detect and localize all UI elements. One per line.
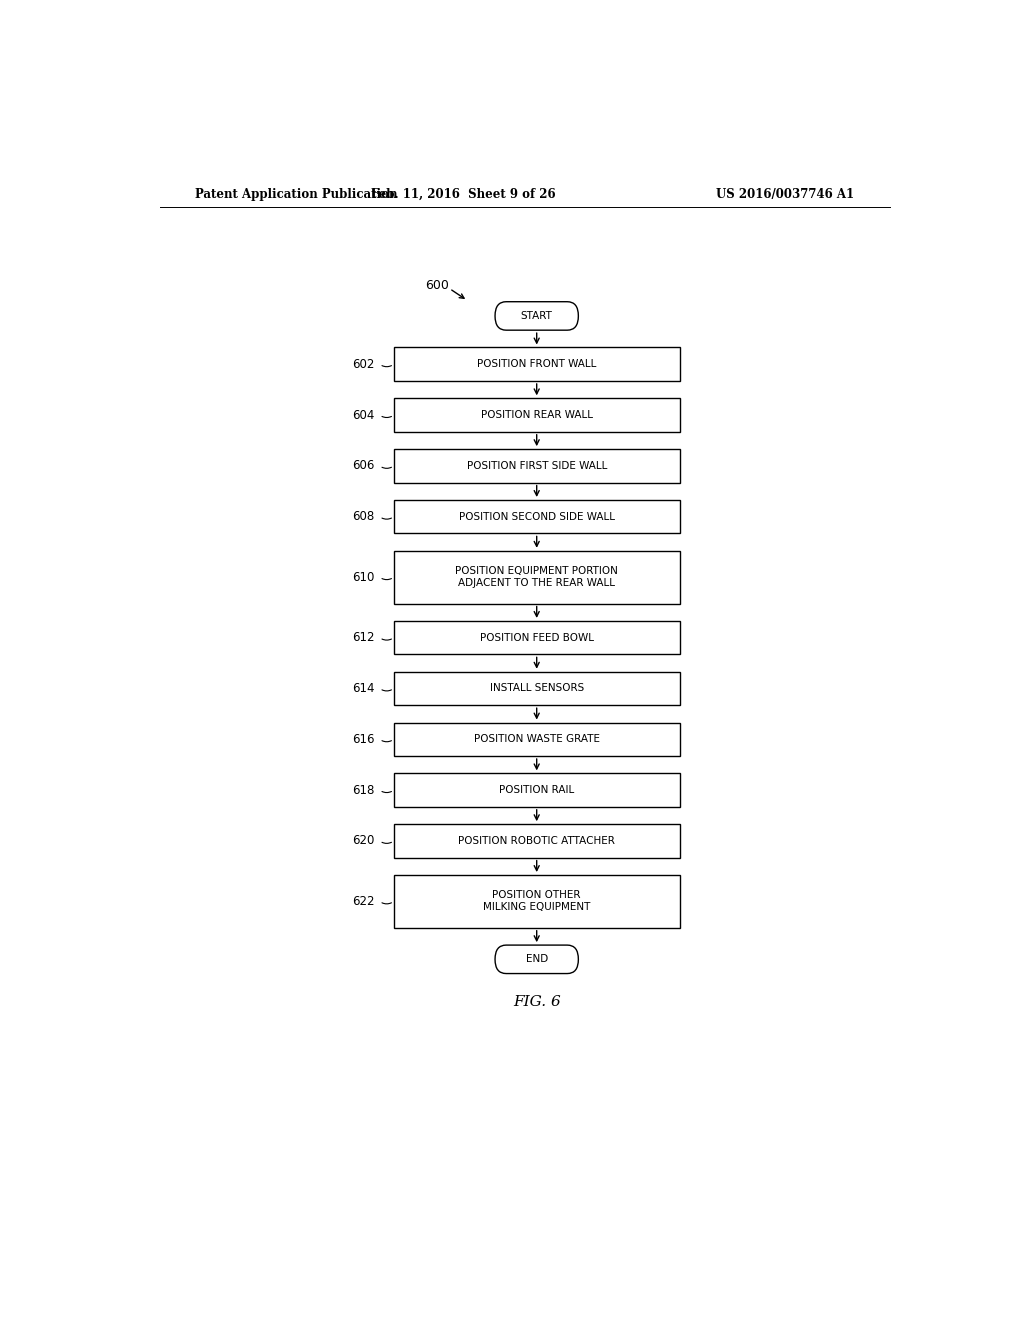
Text: POSITION RAIL: POSITION RAIL (499, 785, 574, 795)
FancyBboxPatch shape (495, 945, 579, 974)
Text: 606: 606 (352, 459, 375, 473)
Text: Feb. 11, 2016  Sheet 9 of 26: Feb. 11, 2016 Sheet 9 of 26 (371, 187, 555, 201)
Bar (394, 449, 680, 483)
Text: 622: 622 (352, 895, 375, 908)
Text: 620: 620 (352, 834, 375, 847)
Text: POSITION OTHER
MILKING EQUIPMENT: POSITION OTHER MILKING EQUIPMENT (483, 891, 591, 912)
Text: 608: 608 (352, 511, 375, 523)
Text: INSTALL SENSORS: INSTALL SENSORS (489, 684, 584, 693)
Text: Patent Application Publication: Patent Application Publication (196, 187, 398, 201)
Bar (394, 550, 680, 603)
Bar (394, 672, 680, 705)
FancyBboxPatch shape (495, 302, 579, 330)
Text: 600: 600 (426, 279, 450, 292)
Text: 614: 614 (352, 682, 375, 694)
Bar (394, 824, 680, 858)
Text: POSITION WASTE GRATE: POSITION WASTE GRATE (474, 734, 600, 744)
Text: POSITION FEED BOWL: POSITION FEED BOWL (479, 632, 594, 643)
Text: 616: 616 (352, 733, 375, 746)
Text: 618: 618 (352, 784, 375, 796)
Bar (394, 875, 680, 928)
Text: 602: 602 (352, 358, 375, 371)
Bar (394, 347, 680, 381)
Text: 612: 612 (352, 631, 375, 644)
Text: POSITION REAR WALL: POSITION REAR WALL (480, 411, 593, 420)
Text: POSITION EQUIPMENT PORTION
ADJACENT TO THE REAR WALL: POSITION EQUIPMENT PORTION ADJACENT TO T… (456, 566, 618, 589)
Text: 610: 610 (352, 570, 375, 583)
Bar (394, 774, 680, 807)
Bar (394, 620, 680, 655)
Bar (394, 722, 680, 756)
Text: POSITION SECOND SIDE WALL: POSITION SECOND SIDE WALL (459, 512, 614, 521)
Bar (394, 399, 680, 432)
Text: US 2016/0037746 A1: US 2016/0037746 A1 (716, 187, 854, 201)
Text: POSITION FIRST SIDE WALL: POSITION FIRST SIDE WALL (467, 461, 607, 471)
Text: START: START (521, 312, 553, 321)
Text: FIG. 6: FIG. 6 (513, 995, 560, 1008)
Bar (394, 500, 680, 533)
Text: POSITION FRONT WALL: POSITION FRONT WALL (477, 359, 596, 370)
Text: 604: 604 (352, 409, 375, 421)
Text: POSITION ROBOTIC ATTACHER: POSITION ROBOTIC ATTACHER (459, 836, 615, 846)
Text: END: END (525, 954, 548, 965)
